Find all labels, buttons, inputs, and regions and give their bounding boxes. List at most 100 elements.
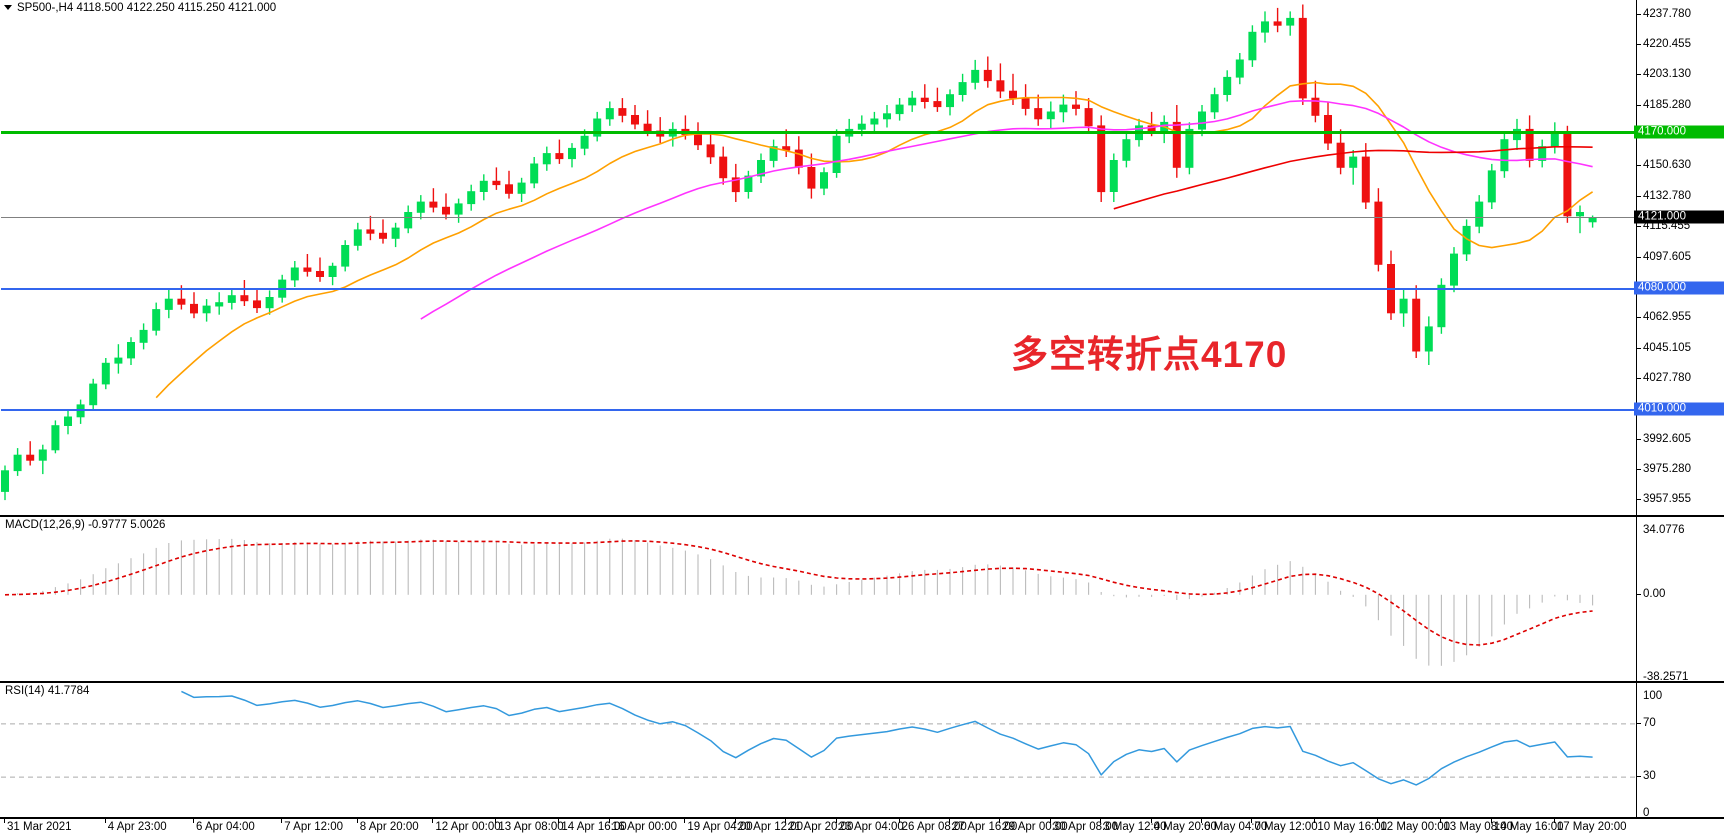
time-tick <box>898 819 900 823</box>
price-panel: 多空转折点4170 4237.780 4220.455 4203.130 4185.2… <box>0 0 1724 516</box>
time-tick <box>1201 819 1202 823</box>
time-axis-label: 12 Apr 00:00 <box>435 821 501 833</box>
macd-series-svg <box>4 538 1594 666</box>
time-tick <box>1490 819 1492 823</box>
time-axis[interactable]: 31 Mar 2021 4 Apr 23:00 6 Apr 04:00 7 Apr 1… <box>0 818 1724 840</box>
time-tick <box>1049 819 1051 823</box>
macd-y-label: 0.00 <box>1643 587 1666 600</box>
level-tag-price-4121: 4121.000 <box>1634 210 1724 224</box>
y-tick <box>1637 257 1641 259</box>
y-tick <box>1637 378 1641 380</box>
price-y-axis[interactable]: 4237.7804220.4554203.1304185.2804167.955… <box>1634 0 1724 515</box>
price-y-label: 4115.455 <box>1643 220 1691 233</box>
level-line-price-4121 <box>1 217 1635 219</box>
macd-label: MACD(12,26,9) -0.9777 5.0026 <box>5 519 166 531</box>
time-tick <box>949 819 950 823</box>
time-tick <box>356 819 358 823</box>
price-y-label: 4220.455 <box>1643 38 1691 51</box>
price-candles-svg <box>1 4 1597 501</box>
level-tag-support-4080: 4080.000 <box>1634 281 1724 295</box>
price-y-label: 4062.955 <box>1643 311 1691 324</box>
price-y-label: 4132.780 <box>1643 190 1691 203</box>
time-axis-label: 14 Apr 16:00 <box>561 821 627 833</box>
time-tick <box>734 819 736 823</box>
y-tick <box>1637 348 1641 350</box>
macd-plot-area[interactable] <box>1 518 1635 681</box>
time-axis-label: 12 May 00:00 <box>1380 821 1451 833</box>
time-tick <box>1553 819 1555 823</box>
level-tag-resistance-4170: 4170.000 <box>1634 125 1724 139</box>
y-tick <box>1637 593 1641 595</box>
macd-y-label: -38.2571 <box>1643 671 1689 683</box>
time-tick <box>785 819 787 823</box>
time-tick <box>1251 819 1253 823</box>
price-y-label: 4150.630 <box>1643 159 1691 172</box>
time-axis-label: 14 May 16:00 <box>1493 821 1564 833</box>
rsi-plot-area[interactable] <box>1 684 1635 817</box>
level-line-support-4080 <box>1 287 1635 290</box>
macd-y-axis[interactable]: 34.0776 0.00 -38.2571 <box>1636 517 1724 683</box>
y-tick <box>1637 226 1641 228</box>
time-tick <box>1377 819 1379 823</box>
y-tick <box>1637 44 1641 46</box>
annotation-text: 多空转折点4170 <box>1011 333 1288 375</box>
time-tick <box>558 819 560 823</box>
time-axis-label: 23 Apr 04:00 <box>838 821 904 833</box>
time-axis-label: 13 Apr 08:00 <box>498 821 564 833</box>
time-axis-label: 20 Apr 12:00 <box>737 821 804 833</box>
time-tick <box>608 819 610 823</box>
y-tick <box>1637 14 1641 16</box>
rsi-series-svg <box>1 690 1635 786</box>
time-axis-label: 7 May 12:00 <box>1254 821 1318 833</box>
time-axis-label: 10 May 16:00 <box>1317 821 1388 833</box>
rsi-panel: RSI(14) 41.7784 100 70 30 0 <box>0 682 1724 819</box>
rsi-y-label: 70 <box>1643 716 1656 729</box>
triangle-down-icon[interactable] <box>4 5 12 10</box>
y-tick <box>1637 317 1641 319</box>
price-y-label: 4045.105 <box>1643 342 1691 355</box>
y-tick <box>1637 105 1641 107</box>
time-tick <box>281 819 283 823</box>
time-axis-label: 7 Apr 12:00 <box>284 821 344 833</box>
time-axis-label: 30 Apr 08:00 <box>1052 821 1119 833</box>
time-tick <box>193 819 194 823</box>
price-y-label: 4185.280 <box>1643 99 1691 112</box>
time-axis-label: 26 Apr 08:00 <box>901 821 967 833</box>
level-line-support-4010 <box>1 409 1635 411</box>
price-y-label: 3992.605 <box>1643 433 1691 446</box>
time-axis-label: 6 May 04:00 <box>1204 821 1268 833</box>
time-axis-label: 16 Apr 00:00 <box>611 821 678 833</box>
rsi-y-label: 100 <box>1643 690 1663 702</box>
time-axis-label: 27 Apr 16:00 <box>952 821 1018 833</box>
time-tick <box>432 819 434 823</box>
level-tag-support-4010: 4010.000 <box>1634 402 1724 416</box>
y-tick <box>1637 722 1641 724</box>
time-axis-label: 31 Mar 2021 <box>7 821 72 833</box>
y-tick <box>1637 499 1641 501</box>
rsi-y-axis[interactable]: 100 70 30 0 <box>1636 683 1724 819</box>
y-tick <box>1637 439 1641 441</box>
time-tick <box>4 819 5 823</box>
y-tick <box>1637 165 1641 167</box>
time-axis-label: 13 May 08:00 <box>1443 821 1514 833</box>
time-tick <box>1150 819 1152 823</box>
rsi-y-label: 30 <box>1643 770 1656 783</box>
time-tick <box>684 819 686 823</box>
price-plot-area[interactable]: 多空转折点4170 <box>1 1 1635 514</box>
chart-header: SP500-,H4 4118.500 4122.250 4115.250 412… <box>0 0 276 15</box>
time-axis-label: 4 Apr 23:00 <box>107 821 167 833</box>
time-axis-label: 19 Apr 04:00 <box>687 821 753 833</box>
y-tick <box>1637 74 1641 76</box>
price-y-label: 4237.780 <box>1643 8 1691 21</box>
time-axis-label: 17 May 20:00 <box>1556 821 1627 833</box>
time-axis-label: 8 Apr 20:00 <box>359 821 419 833</box>
price-y-label: 3975.280 <box>1643 463 1691 476</box>
time-tick <box>999 819 1001 823</box>
price-y-label: 3957.955 <box>1643 493 1691 506</box>
rsi-label: RSI(14) 41.7784 <box>5 685 90 697</box>
time-axis-label: 4 May 20:00 <box>1153 821 1217 833</box>
chart-symbol-ohlc-label: SP500-,H4 4118.500 4122.250 4115.250 412… <box>17 1 277 14</box>
price-y-label: 4203.130 <box>1643 68 1691 81</box>
time-tick <box>1314 819 1316 823</box>
